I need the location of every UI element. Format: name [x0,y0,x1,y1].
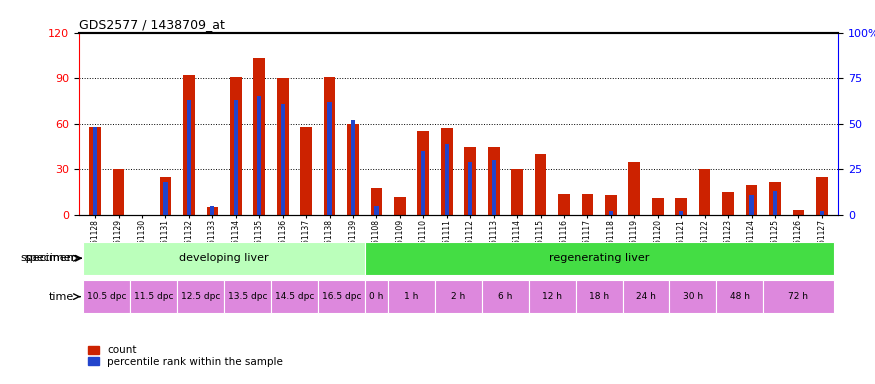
Bar [93,127,97,215]
Bar [699,169,710,215]
Bar [365,242,834,275]
Bar [234,100,238,215]
Bar [206,207,218,215]
Bar [749,195,753,215]
Bar [820,211,824,215]
Bar [746,185,758,215]
Bar [717,280,763,313]
Text: 48 h: 48 h [730,292,750,301]
Text: 24 h: 24 h [636,292,656,301]
Bar [444,144,449,215]
Bar [327,102,332,215]
Bar [679,211,683,215]
Bar [535,154,546,215]
Bar [224,280,271,313]
Bar [318,280,365,313]
Text: 2 h: 2 h [452,292,466,301]
Bar [576,280,623,313]
Bar [347,124,359,215]
Bar [441,128,452,215]
Bar [609,211,613,215]
Bar [210,206,214,215]
Bar [130,280,178,313]
Text: time: time [49,291,74,302]
Bar [487,147,500,215]
Bar [281,104,284,215]
Text: 30 h: 30 h [682,292,703,301]
Bar [254,58,265,215]
Bar [374,206,379,215]
Bar [468,162,472,215]
Text: 12 h: 12 h [542,292,563,301]
Bar [183,75,195,215]
Bar [421,151,425,215]
Bar [492,161,496,215]
Bar [722,192,734,215]
Bar [300,127,312,215]
Text: 1 h: 1 h [404,292,419,301]
Bar [83,242,365,275]
Bar [676,198,687,215]
Bar [178,280,224,313]
Bar [435,280,482,313]
Bar [511,169,523,215]
Legend: count, percentile rank within the sample: count, percentile rank within the sample [84,341,287,371]
Bar [669,280,717,313]
Bar [83,280,130,313]
Text: 13.5 dpc: 13.5 dpc [228,292,267,301]
Bar [113,169,124,215]
Bar [623,280,669,313]
Text: 18 h: 18 h [589,292,609,301]
Bar [417,131,430,215]
Bar [816,177,828,215]
Bar [365,280,388,313]
Text: regenerating liver: regenerating liver [549,253,649,263]
Text: 11.5 dpc: 11.5 dpc [134,292,173,301]
Text: specimen: specimen [24,253,78,263]
Bar [793,210,804,215]
Bar [371,188,382,215]
Text: 6 h: 6 h [498,292,513,301]
Bar [159,177,172,215]
Bar [394,197,406,215]
Text: 12.5 dpc: 12.5 dpc [181,292,220,301]
Text: 16.5 dpc: 16.5 dpc [321,292,361,301]
Bar [582,194,593,215]
Bar [465,147,476,215]
Bar [482,280,528,313]
Text: 0 h: 0 h [369,292,383,301]
Bar [257,96,262,215]
Bar [351,120,355,215]
Text: specimen: specimen [21,253,74,263]
Bar [324,77,335,215]
Text: 10.5 dpc: 10.5 dpc [88,292,127,301]
Bar [230,77,242,215]
Text: developing liver: developing liver [179,253,269,263]
Bar [628,162,640,215]
Bar [773,191,777,215]
Text: 14.5 dpc: 14.5 dpc [275,292,314,301]
Bar [276,78,289,215]
Text: 72 h: 72 h [788,292,808,301]
Bar [652,198,663,215]
Bar [164,182,168,215]
Bar [271,280,318,313]
Bar [763,280,834,313]
Text: GDS2577 / 1438709_at: GDS2577 / 1438709_at [79,18,225,31]
Bar [558,194,570,215]
Bar [89,127,101,215]
Bar [528,280,576,313]
Bar [388,280,435,313]
Bar [187,100,191,215]
Bar [769,182,780,215]
Bar [605,195,617,215]
